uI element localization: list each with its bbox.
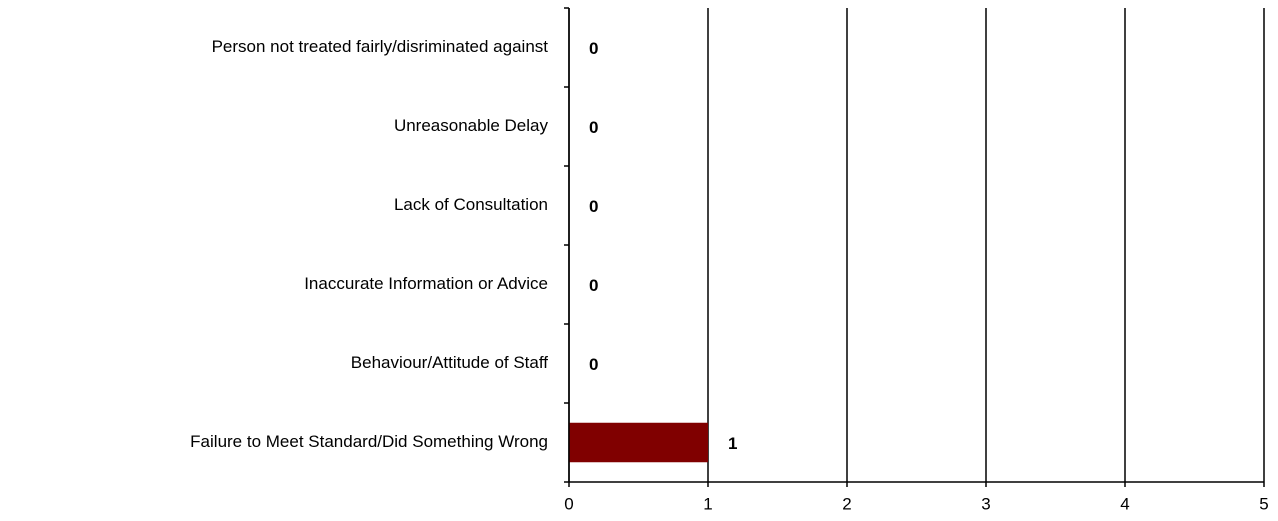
bar (569, 422, 708, 463)
x-tick-label: 2 (842, 494, 851, 513)
value-label: 0 (589, 197, 598, 216)
x-tick-label: 5 (1259, 494, 1268, 513)
y-tick-label: Failure to Meet Standard/Did Something W… (190, 432, 548, 451)
value-label: 0 (589, 276, 598, 295)
x-tick-label: 4 (1120, 494, 1129, 513)
y-tick-label: Person not treated fairly/disriminated a… (212, 37, 549, 56)
value-label: 0 (589, 355, 598, 374)
y-tick-label: Unreasonable Delay (394, 116, 549, 135)
x-tick-label: 3 (981, 494, 990, 513)
value-label: 0 (589, 118, 598, 137)
value-label: 1 (728, 434, 737, 453)
y-tick-label: Inaccurate Information or Advice (304, 274, 548, 293)
x-tick-label: 1 (703, 494, 712, 513)
y-tick-label: Lack of Consultation (394, 195, 548, 214)
value-label: 0 (589, 39, 598, 58)
x-tick-label: 0 (564, 494, 573, 513)
y-tick-label: Behaviour/Attitude of Staff (351, 353, 548, 372)
